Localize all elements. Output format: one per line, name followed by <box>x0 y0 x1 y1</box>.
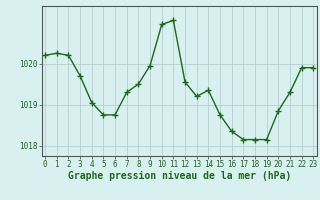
X-axis label: Graphe pression niveau de la mer (hPa): Graphe pression niveau de la mer (hPa) <box>68 171 291 181</box>
